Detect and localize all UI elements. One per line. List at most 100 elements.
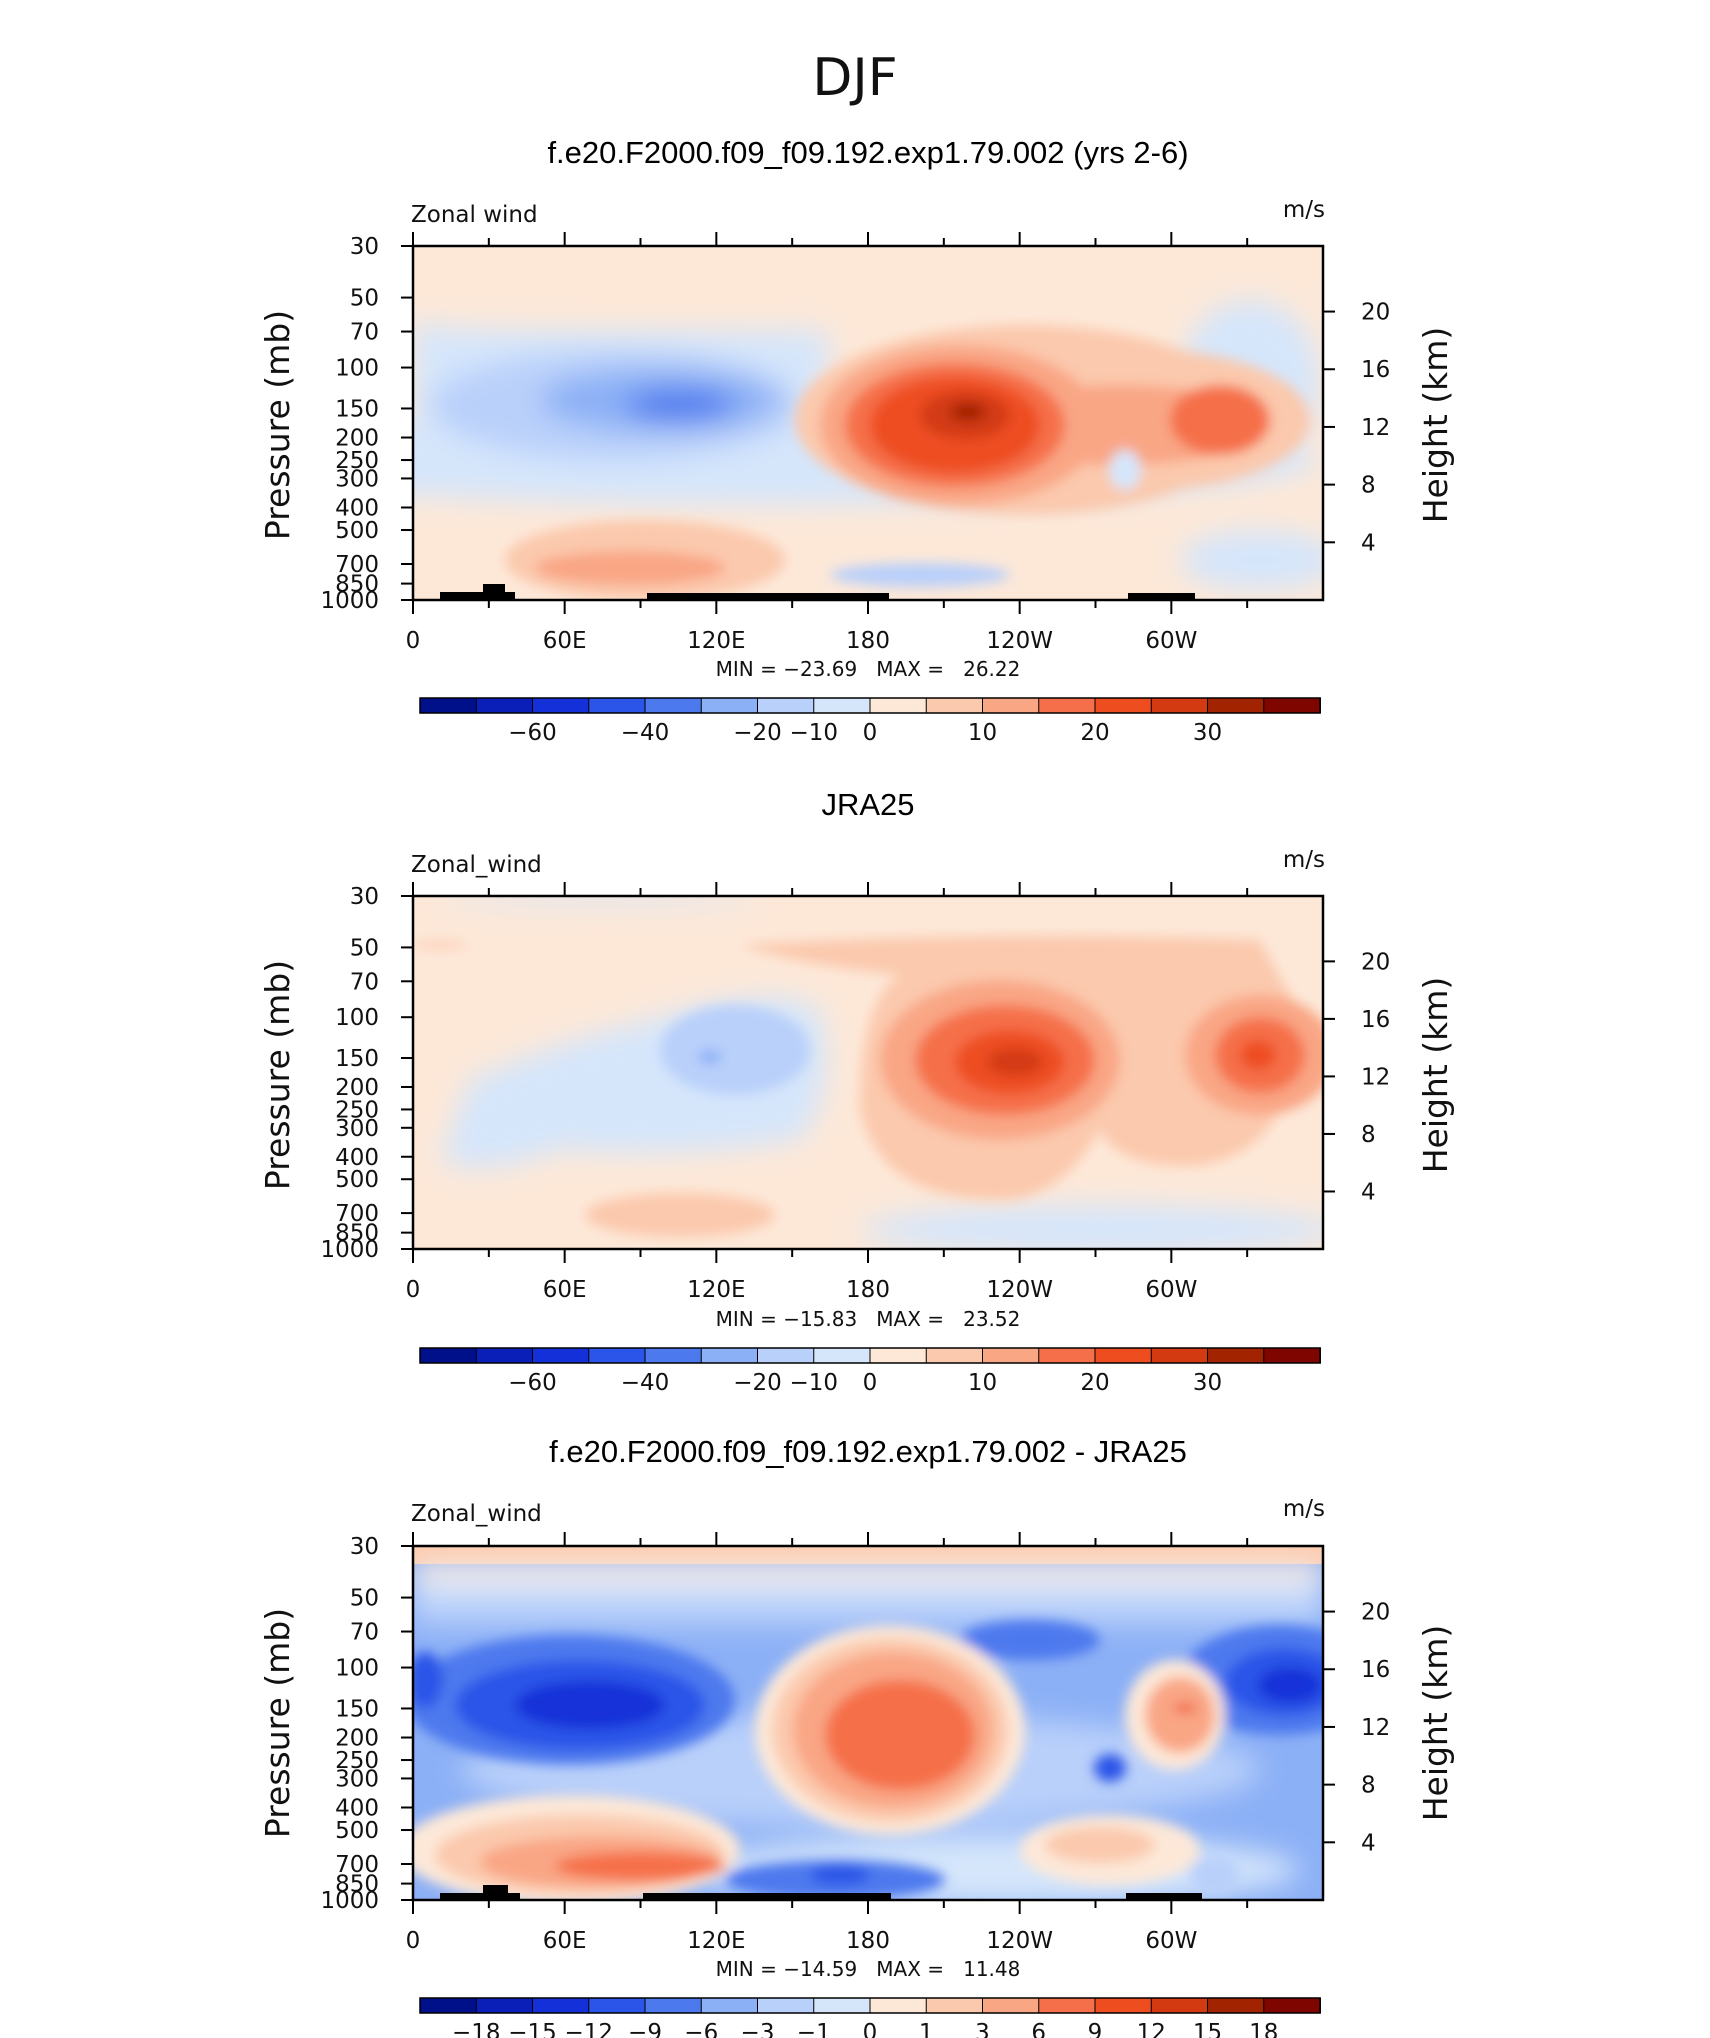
colorbar-tick-label: −10 bbox=[789, 1370, 838, 1396]
y-tick-label: 500 bbox=[335, 1167, 379, 1193]
height-tick-label: 8 bbox=[1361, 1122, 1376, 1148]
colorbar-box bbox=[700, 1347, 759, 1364]
colorbar-tick-label: 0 bbox=[863, 1370, 878, 1396]
panel-obs-red-right3 bbox=[1240, 1040, 1276, 1070]
panel-obs-low-blue bbox=[860, 1205, 1323, 1249]
colorbar-box bbox=[925, 1997, 984, 2014]
colorbar-box bbox=[1150, 697, 1209, 714]
colorbar-tick-label: −40 bbox=[621, 1370, 670, 1396]
colorbar-tick-label: 15 bbox=[1193, 2020, 1222, 2038]
x-tick-label: 120E bbox=[687, 1277, 745, 1303]
panel-obs-variable-label: Zonal_wind bbox=[411, 852, 542, 878]
panel-obs-field bbox=[413, 896, 1323, 1249]
y-tick-label: 50 bbox=[350, 1586, 379, 1612]
panel-obs-units: m/s bbox=[1283, 847, 1325, 873]
panel-diff-low-blue2 bbox=[810, 1865, 870, 1885]
colorbar-frame bbox=[419, 1347, 1321, 1364]
panel-obs-min-max: MIN = −15.83 MAX = 23.52 bbox=[716, 1307, 1021, 1331]
colorbar-tick-label: 0 bbox=[863, 2020, 878, 2038]
colorbar-box bbox=[588, 697, 646, 714]
colorbar-box bbox=[644, 697, 703, 714]
panel-diff-field bbox=[413, 1546, 1323, 1900]
panel-model-topo-3 bbox=[647, 593, 889, 600]
x-tick-label: 0 bbox=[406, 628, 421, 654]
colorbar-box bbox=[1038, 697, 1096, 714]
height-tick-label: 4 bbox=[1361, 530, 1376, 556]
height-tick-label: 12 bbox=[1361, 415, 1390, 441]
panel-obs-left-red bbox=[413, 942, 468, 948]
height-tick-label: 4 bbox=[1361, 1179, 1376, 1205]
panel-model-field bbox=[413, 246, 1323, 600]
y-tick-label: 30 bbox=[350, 884, 379, 910]
x-tick-label: 120W bbox=[986, 628, 1053, 654]
y-tick-label: 50 bbox=[350, 286, 379, 312]
colorbar-box bbox=[644, 1347, 703, 1364]
colorbar-tick-label: −6 bbox=[684, 2020, 718, 2038]
colorbar-box bbox=[1038, 1347, 1096, 1364]
height-tick-label: 16 bbox=[1361, 357, 1390, 383]
y-tick-label: 200 bbox=[335, 1075, 379, 1101]
panel-obs-low-red bbox=[585, 1193, 775, 1237]
panel-model-low-blue bbox=[830, 563, 1010, 587]
colorbar-tick-label: 10 bbox=[968, 720, 997, 746]
colorbar-box bbox=[475, 697, 534, 714]
colorbar-tick-label: 30 bbox=[1193, 720, 1222, 746]
panel-diff-topo-2 bbox=[483, 1885, 508, 1897]
colorbar-tick-label: 20 bbox=[1080, 720, 1109, 746]
panel-obs-ylabel-right: Height (km) bbox=[1416, 977, 1455, 1174]
height-tick-label: 20 bbox=[1361, 949, 1390, 975]
panel-diff-title: f.e20.F2000.f09_f09.192.exp1.79.002 - JR… bbox=[549, 1434, 1187, 1469]
y-tick-label: 70 bbox=[350, 320, 379, 346]
height-tick-label: 12 bbox=[1361, 1715, 1390, 1741]
colorbar-box bbox=[813, 697, 871, 714]
panel-model-ylabel-right: Height (km) bbox=[1416, 327, 1455, 524]
y-tick-label: 300 bbox=[335, 466, 379, 492]
y-tick-label: 400 bbox=[335, 1145, 379, 1171]
panel-model-topo-2 bbox=[483, 584, 505, 596]
y-tick-label: 1000 bbox=[320, 1888, 379, 1914]
y-tick-label: 150 bbox=[335, 1046, 379, 1072]
colorbar-box bbox=[644, 1997, 703, 2014]
x-tick-label: 60E bbox=[543, 1928, 587, 1954]
panel-obs-title: JRA25 bbox=[821, 787, 914, 822]
y-tick-label: 250 bbox=[335, 448, 379, 474]
height-tick-label: 8 bbox=[1361, 1773, 1376, 1799]
x-tick-label: 0 bbox=[406, 1928, 421, 1954]
y-tick-label: 250 bbox=[335, 1097, 379, 1123]
y-tick-label: 700 bbox=[335, 1201, 379, 1227]
panel-obs: JRA25 Zonal_wind m/s bbox=[258, 787, 1455, 1396]
colorbar-box bbox=[1263, 697, 1321, 714]
panel-model: f.e20.F2000.f09_f09.192.exp1.79.002 (yrs… bbox=[258, 135, 1455, 746]
panel-diff: f.e20.F2000.f09_f09.192.exp1.79.002 - JR… bbox=[258, 1434, 1455, 2038]
colorbar-tick-label: 3 bbox=[975, 2020, 990, 2038]
colorbar-box bbox=[1207, 1997, 1265, 2014]
y-tick-label: 30 bbox=[350, 1534, 379, 1560]
colorbar-box bbox=[982, 1997, 1040, 2014]
colorbar-tick-label: −60 bbox=[508, 720, 557, 746]
y-tick-label: 1000 bbox=[320, 588, 379, 614]
panel-obs-top-blue bbox=[440, 896, 760, 904]
y-tick-label: 1000 bbox=[320, 1237, 379, 1263]
colorbar-tick-label: −12 bbox=[564, 2020, 613, 2038]
x-tick-label: 120W bbox=[986, 1277, 1053, 1303]
y-tick-label: 400 bbox=[335, 1795, 379, 1821]
colorbar-box bbox=[532, 697, 590, 714]
colorbar-tick-label: 9 bbox=[1088, 2020, 1103, 2038]
colorbar-box bbox=[982, 697, 1040, 714]
colorbar-box bbox=[1150, 1347, 1209, 1364]
panel-diff-topo-4 bbox=[1126, 1893, 1202, 1900]
colorbar-box bbox=[1094, 697, 1153, 714]
colorbar-tick-label: 0 bbox=[863, 720, 878, 746]
y-tick-label: 150 bbox=[335, 1696, 379, 1722]
colorbar-tick-label: −9 bbox=[628, 2020, 662, 2038]
colorbar-box bbox=[1094, 1347, 1153, 1364]
panel-diff-blue-upper-right bbox=[960, 1620, 1100, 1660]
y-tick-label: 70 bbox=[350, 969, 379, 995]
x-tick-label: 180 bbox=[846, 628, 890, 654]
y-tick-label: 150 bbox=[335, 396, 379, 422]
panel-diff-low-blue-right bbox=[1190, 1855, 1240, 1895]
colorbar-tick-label: −3 bbox=[741, 2020, 775, 2038]
y-tick-label: 850 bbox=[335, 1221, 379, 1247]
colorbar-box bbox=[982, 1347, 1040, 1364]
